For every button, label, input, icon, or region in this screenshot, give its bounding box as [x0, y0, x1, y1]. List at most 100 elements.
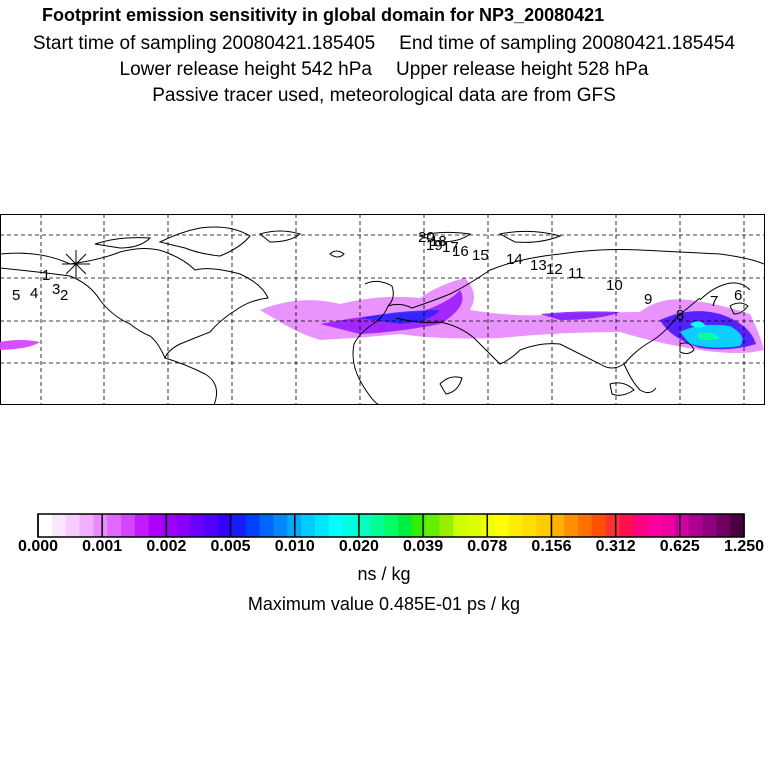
colorbar-cell: [633, 514, 648, 537]
traj-label-5: 5: [12, 287, 20, 304]
traj-label-18: 18: [430, 233, 447, 250]
colorbar-cell: [148, 514, 164, 537]
colorbar-tick-label: 0.005: [210, 538, 251, 555]
traj-label-20: 20: [418, 229, 435, 246]
colorbar-tick-label: 0.156: [531, 538, 572, 555]
colorbar-tick-label: 0.000: [17, 538, 59, 555]
upper-release-height: Upper release height 528 hPa: [396, 59, 649, 80]
lower-release-height: Lower release height 542 hPa: [119, 59, 372, 80]
colorbar-tick-label: 0.625: [659, 538, 700, 555]
colorbar-tick-label: 1.250: [723, 538, 765, 555]
colorbar-cell: [508, 514, 524, 537]
traj-label-10: 10: [606, 277, 623, 294]
colorbar-cell: [342, 514, 357, 537]
colorbar-cell: [605, 514, 621, 537]
traj-label-16: 16: [452, 243, 469, 260]
colorbar-cell: [259, 514, 274, 537]
coastlines: [0, 226, 765, 405]
traj-label-17: 17: [442, 239, 459, 256]
colorbar-cell: [93, 514, 108, 537]
colorbar-cell: [107, 514, 122, 537]
colorbar-cell: [65, 514, 81, 537]
colorbar-cell: [301, 514, 316, 537]
colorbar-cell: [425, 514, 441, 537]
colorbar-cell: [453, 514, 468, 537]
world-map: 1 2 3 4 5 6 7 8 9 10 11 12 13 14 15 16 1…: [0, 214, 765, 405]
colorbar-cell: [536, 514, 551, 537]
colorbar-cell: [121, 514, 136, 537]
colorbar-cell: [328, 514, 344, 537]
end-time: End time of sampling 20080421.185454: [399, 33, 736, 54]
colorbar-cell: [176, 514, 191, 537]
colorbar-cell: [370, 514, 385, 537]
colorbar-cell: [702, 514, 717, 537]
map-title: Footprint emission sensitivity in global…: [42, 5, 605, 25]
colorbar-cell: [564, 514, 579, 537]
colorbar-cell: [439, 514, 454, 537]
colorbar: [37, 513, 745, 538]
colorbar-tick-label: 0.078: [467, 538, 508, 555]
colorbar-tick-label: 0.039: [403, 538, 444, 555]
colorbar-frame: [37, 513, 745, 538]
colorbar-cell: [134, 514, 150, 537]
traj-label-12: 12: [546, 261, 563, 278]
colorbar-cell: [716, 514, 731, 537]
trajectory-labels: 1 2 3 4 5 6 7 8 9 10 11 12 13 14 15 16 1…: [12, 229, 742, 324]
traj-label-7: 7: [710, 293, 718, 310]
colorbar-cell: [397, 514, 413, 537]
colorbar-cell: [480, 514, 496, 537]
colorbar-cell: [688, 514, 704, 537]
tracer-note: Passive tracer used, meteorological data…: [152, 85, 616, 106]
colorbar-cell: [384, 514, 399, 537]
colorbar-tick-label: 0.312: [595, 538, 636, 555]
maximum-value: Maximum value 0.485E-01 ps / kg: [247, 594, 521, 614]
traj-label-9: 9: [644, 291, 652, 308]
colorbar-cell: [577, 514, 593, 537]
traj-label-11: 11: [568, 265, 584, 282]
colorbar-cell: [162, 514, 178, 537]
colorbar-cell: [647, 514, 662, 537]
colorbar-cell: [273, 514, 288, 537]
traj-label-6: 6: [734, 287, 742, 304]
traj-label-4: 4: [30, 285, 38, 302]
sampling-times: Start time of sampling 20080421.185405 En…: [0, 33, 768, 55]
traj-label-3: 3: [52, 281, 60, 298]
release-heights: Lower release height 542 hPa Upper releas…: [0, 59, 768, 81]
colorbar-cell: [467, 514, 482, 537]
colorbar-cell: [217, 514, 233, 537]
colorbar-cell: [79, 514, 94, 537]
colorbar-tick-label: 0.020: [338, 538, 379, 555]
colorbar-units: ns / kg: [357, 564, 411, 584]
colorbar-cell: [619, 514, 634, 537]
colorbar-cell: [550, 514, 565, 537]
colorbar-cell: [314, 514, 330, 537]
colorbar-cell: [494, 514, 510, 537]
colorbar-cell: [356, 514, 371, 537]
traj-label-19: 19: [426, 237, 443, 254]
traj-label-1: 1: [42, 267, 50, 284]
colorbar-cell: [730, 514, 745, 537]
colorbar-cell: [674, 514, 690, 537]
traj-label-15: 15: [472, 247, 489, 264]
colorbar-tick-label: 0.010: [274, 538, 315, 555]
traj-label-14: 14: [506, 251, 523, 268]
colorbar-cell: [522, 514, 537, 537]
colorbar-cell: [660, 514, 676, 537]
colorbar-cell: [204, 514, 219, 537]
colorbar-cell: [51, 514, 67, 537]
colorbar-cell: [231, 514, 247, 537]
traj-label-8: 8: [676, 307, 684, 324]
graticule: [0, 214, 765, 405]
colorbar-tick-label: 0.001: [82, 538, 123, 555]
colorbar-tick-label: 0.002: [146, 538, 187, 555]
colorbar-cell: [411, 514, 427, 537]
traj-label-13: 13: [530, 257, 547, 274]
release-point-star: [62, 250, 90, 278]
footprint-plume: [0, 278, 764, 353]
colorbar-cell: [38, 514, 53, 537]
traj-label-2: 2: [60, 287, 68, 304]
colorbar-cell: [190, 514, 205, 537]
start-time: Start time of sampling 20080421.185405: [32, 33, 376, 54]
colorbar-cell: [591, 514, 607, 537]
colorbar-cell: [245, 514, 261, 537]
